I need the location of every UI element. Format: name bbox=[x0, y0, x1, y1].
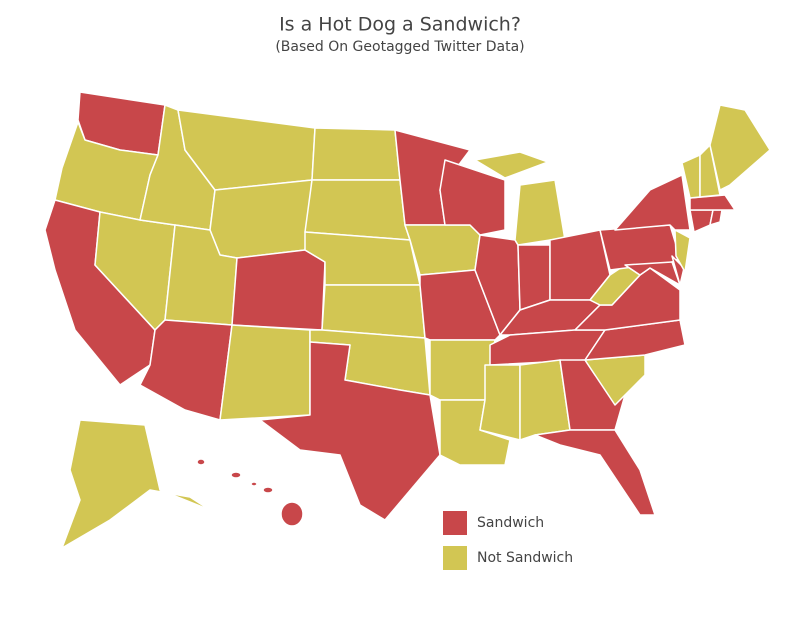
subtitle: (Based On Geotagged Twitter Data) bbox=[275, 39, 524, 55]
state bbox=[517, 244, 551, 311]
state bbox=[709, 104, 771, 191]
title: Is a Hot Dog a Sandwich? bbox=[279, 14, 521, 36]
state bbox=[209, 179, 313, 259]
legend-label: Not Sandwich bbox=[477, 550, 573, 566]
state bbox=[321, 284, 426, 339]
state bbox=[699, 144, 721, 198]
state bbox=[219, 324, 311, 421]
state bbox=[614, 174, 691, 231]
state bbox=[689, 209, 714, 233]
state bbox=[534, 429, 656, 516]
states bbox=[44, 91, 771, 549]
state bbox=[674, 229, 691, 273]
state bbox=[709, 209, 723, 226]
legend-swatch bbox=[443, 546, 467, 570]
legend: Sandwich Not Sandwich bbox=[443, 511, 573, 570]
state bbox=[439, 159, 506, 236]
state bbox=[61, 419, 211, 549]
state bbox=[259, 341, 441, 521]
island bbox=[262, 486, 274, 494]
state bbox=[231, 249, 326, 331]
state bbox=[479, 364, 521, 441]
island bbox=[230, 471, 242, 479]
state bbox=[139, 319, 233, 421]
state bbox=[311, 127, 401, 181]
state bbox=[474, 151, 549, 179]
island bbox=[280, 501, 304, 527]
state bbox=[624, 261, 681, 286]
state bbox=[671, 255, 685, 286]
legend-swatch bbox=[443, 511, 467, 535]
island bbox=[250, 481, 258, 487]
island bbox=[196, 458, 206, 466]
state bbox=[304, 179, 411, 241]
legend-label: Sandwich bbox=[477, 515, 544, 531]
state bbox=[514, 179, 566, 246]
